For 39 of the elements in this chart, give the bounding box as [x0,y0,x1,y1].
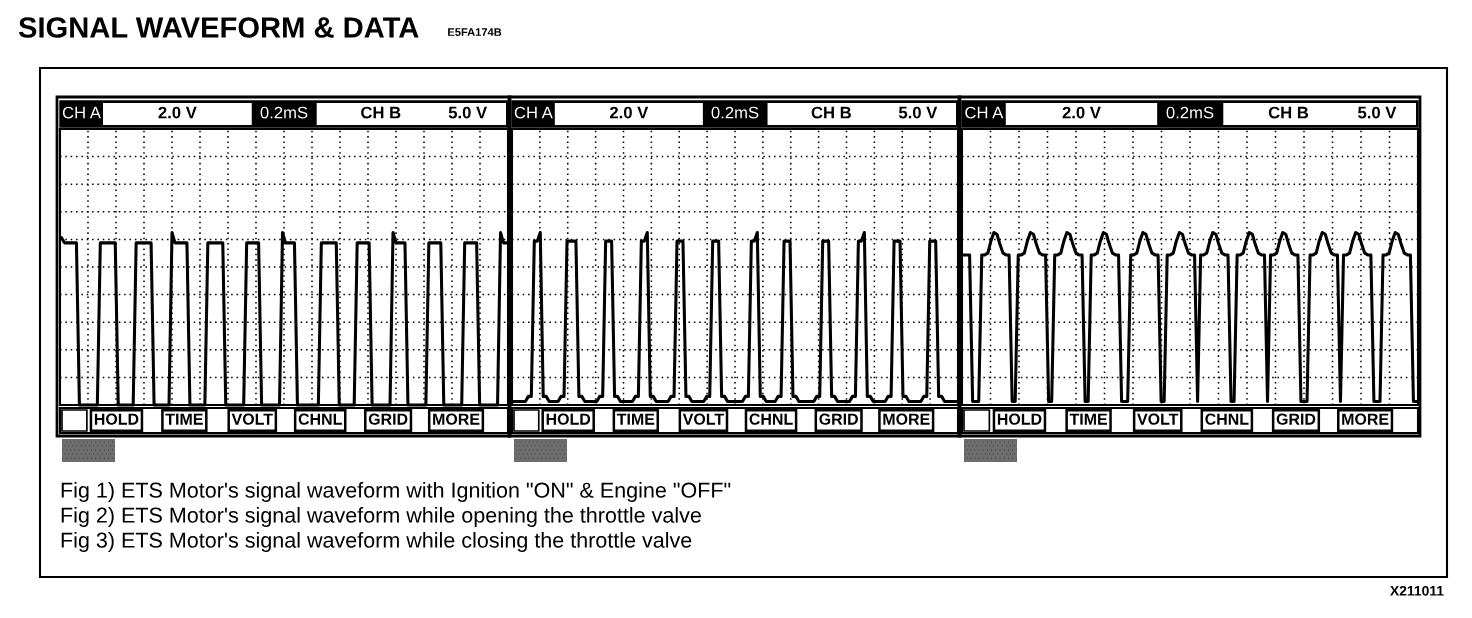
text: 2.0 V [158,106,197,119]
text: MORE [1342,413,1389,425]
text: CH B [811,106,851,119]
text: CH B [361,106,401,119]
text: TIME [616,413,655,425]
text: CHNL [749,413,793,425]
chart-subtitle: E5FA174B [448,28,502,36]
text: GRID [1276,413,1316,425]
text: VOLT [1137,413,1179,425]
text: X211011 [1390,585,1444,596]
text: CHNL [298,413,342,425]
chart-title: SIGNAL WAVEFORM & DATA [18,17,419,38]
text: CH A [965,106,1004,119]
text: MORE [433,413,480,425]
text: 0.2mS [260,106,308,119]
text: GRID [819,413,858,425]
text: CHNL [1205,413,1249,425]
text: VOLT [231,413,273,425]
text: HOLD [94,413,139,425]
text: MORE [883,413,930,425]
text: CH B [1268,106,1309,119]
text: 5.0 V [448,106,488,119]
text: 5.0 V [898,106,938,119]
text: TIME [165,413,203,425]
text: CH A [62,106,101,119]
text: 5.0 V [1358,106,1397,119]
text: 0.2mS [1166,106,1214,119]
text: TIME [1069,413,1108,425]
text: GRID [368,413,408,425]
caption: Fig 3) ETS Motor's signal waveform while closing the throttle valve [61,531,692,553]
text: 2.0 V [609,106,649,119]
text: 2.0 V [1062,106,1101,119]
text: HOLD [997,413,1042,425]
text: VOLT [682,413,724,425]
text: CH A [514,106,553,119]
caption: Fig 2) ETS Motor's signal waveform while opening the throttle valve [61,506,701,528]
text: 0.2mS [711,106,759,119]
text: HOLD [546,413,591,425]
caption: Fig 1) ETS Motor's signal waveform with Ignition "ON" & Engine "OFF" [61,481,731,503]
